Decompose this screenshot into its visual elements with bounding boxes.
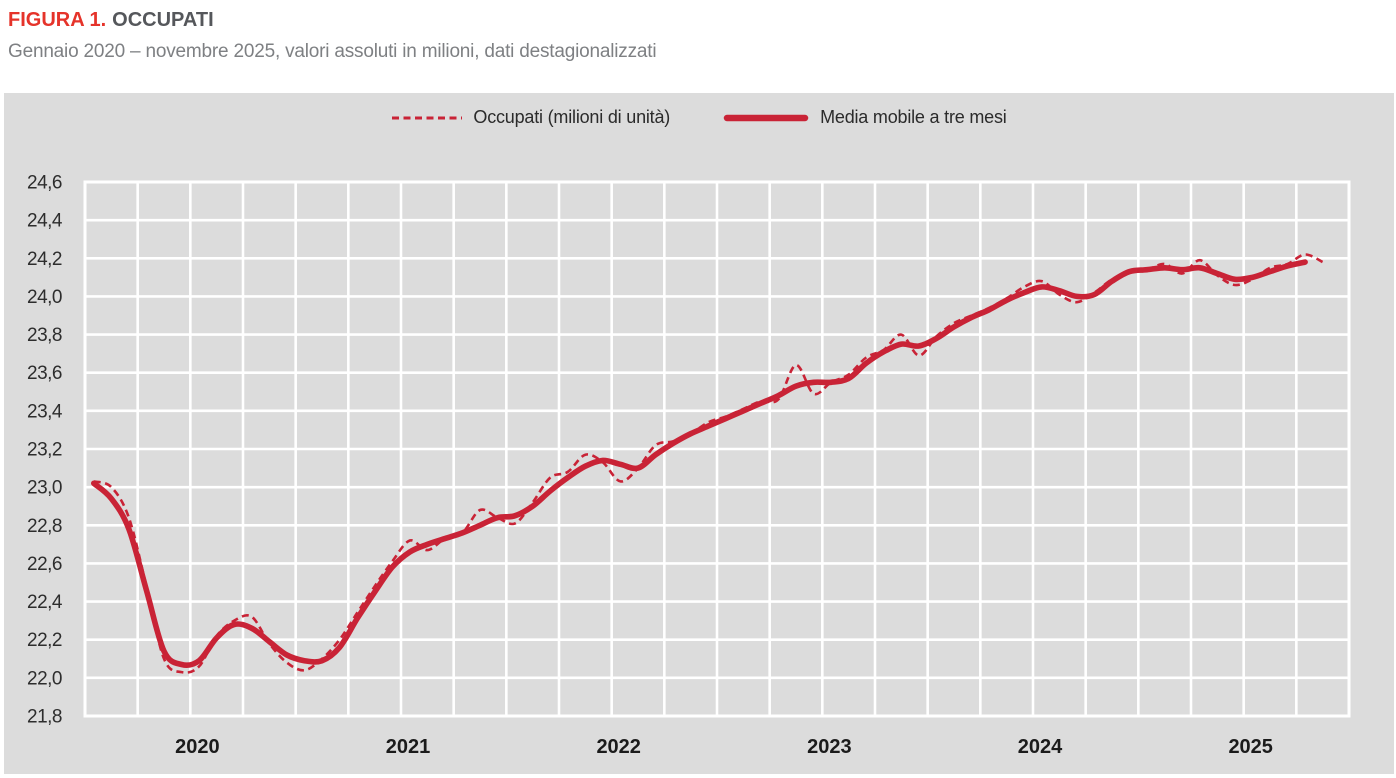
y-axis-tick-label: 24,4 — [27, 211, 63, 232]
page-title: OCCUPATI — [112, 9, 214, 31]
series-media-mobile-solid-line — [91, 259, 1308, 668]
y-axis-tick-label: 23,8 — [27, 325, 62, 346]
y-axis-tick-label: 24,0 — [27, 287, 62, 308]
legend-item-occupati: Occupati (milioni di unità) — [391, 107, 670, 128]
legend-label-occupati: Occupati (milioni di unità) — [473, 107, 671, 127]
legend-label-media-mobile: Media mobile a tre mesi — [820, 107, 1007, 127]
x-axis-year-label: 2024 — [1018, 736, 1063, 758]
figure-header: FIGURA 1. OCCUPATI Gennaio 2020 – novembr… — [8, 8, 1388, 63]
y-axis-tick-label: 22,2 — [27, 630, 62, 651]
y-axis-tick-label: 23,4 — [27, 401, 63, 422]
y-axis-tick-label: 22,8 — [27, 516, 62, 537]
legend-item-media-mobile: Media mobile a tre mesi — [722, 107, 1007, 128]
employment-line-chart: 21,8 22,0 22,2 22,4 22,6 22,8 23,0 23,2 23,4 23,6… — [27, 173, 1351, 758]
chart-legend: Occupati (milioni di unità) Media mobile… — [4, 107, 1394, 128]
y-axis-tick-label: 21,8 — [27, 707, 62, 728]
figure-subtitle: Gennaio 2020 – novembre 2025, valori ass… — [8, 41, 657, 62]
x-axis-year-label: 2020 — [175, 736, 220, 758]
figure-title-line: FIGURA 1. OCCUPATI — [8, 8, 1388, 32]
solid-line-swatch-icon — [723, 114, 809, 121]
plot-border — [83, 180, 1351, 718]
figure-label: FIGURA 1. — [8, 9, 107, 31]
y-axis-tick-label: 23,6 — [27, 363, 62, 384]
y-axis-tick-label: 22,0 — [27, 668, 62, 689]
y-axis-tick-label: 22,4 — [27, 592, 63, 613]
chart-panel: Occupati (milioni di unità) Media mobile… — [4, 93, 1394, 774]
y-axis-tick-label: 24,6 — [27, 173, 62, 194]
y-axis-tick-label: 24,2 — [27, 249, 62, 270]
x-axis-year-label: 2021 — [386, 736, 431, 758]
y-axis-tick-label: 22,6 — [27, 554, 62, 575]
x-axis-year-label: 2023 — [807, 736, 852, 758]
x-axis-year-label: 2022 — [596, 736, 641, 758]
dashed-line-swatch-icon — [392, 116, 463, 119]
y-axis-tick-label: 23,2 — [27, 440, 62, 461]
x-axis-year-label: 2025 — [1228, 736, 1273, 758]
y-axis-tick-label: 23,0 — [27, 478, 62, 499]
